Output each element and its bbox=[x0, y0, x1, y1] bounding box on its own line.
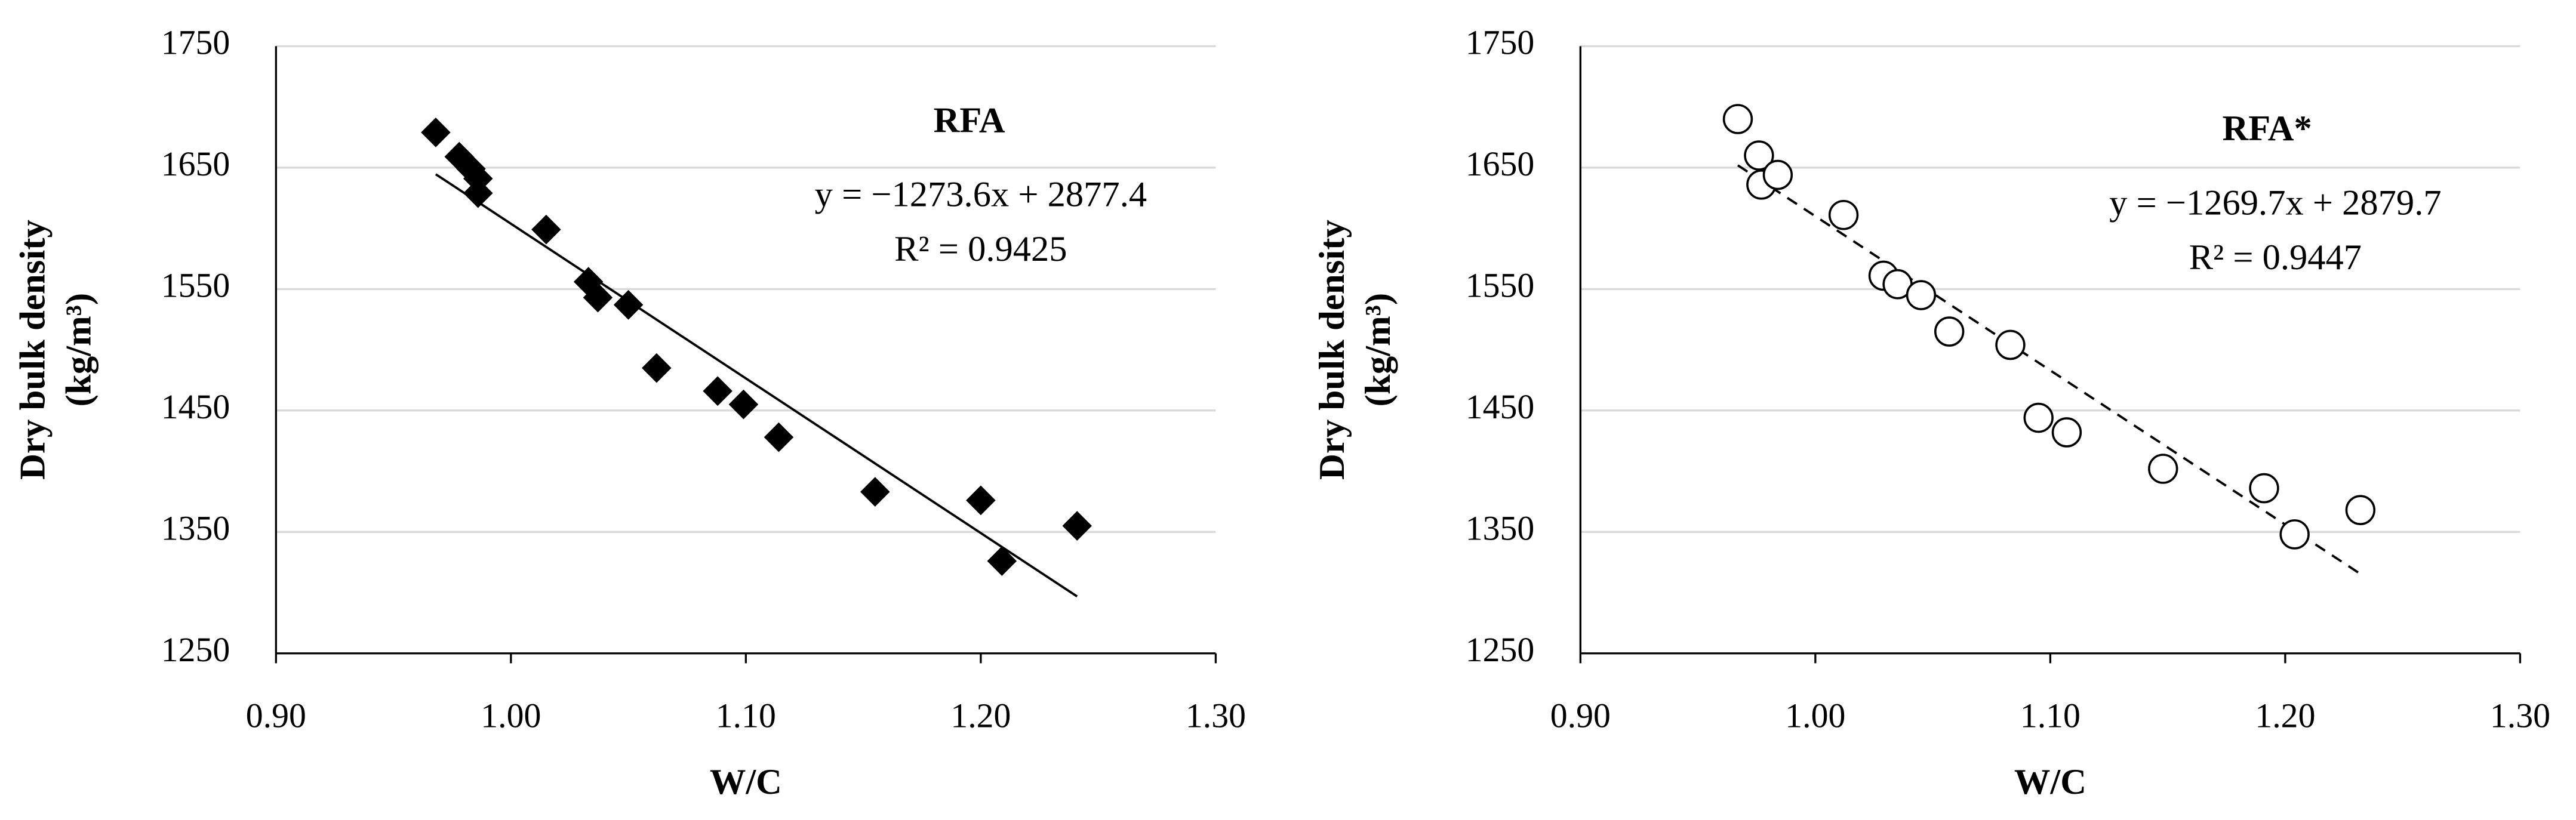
y-tick-label: 1450 bbox=[1466, 387, 1535, 426]
trend-equation: y = −1273.6x + 2877.4 bbox=[815, 175, 1147, 215]
point bbox=[1995, 329, 2026, 360]
point bbox=[1906, 280, 1937, 310]
point bbox=[728, 389, 759, 420]
point bbox=[1762, 159, 1793, 190]
x-tick-label: 1.20 bbox=[950, 696, 1011, 735]
trendline bbox=[435, 173, 1078, 598]
y-tick-label: 1350 bbox=[161, 509, 230, 548]
x-tick-label: 1.10 bbox=[2020, 696, 2081, 735]
y-tick-label: 1750 bbox=[161, 23, 230, 62]
x-tick-label: 1.30 bbox=[2490, 696, 2550, 735]
y-tick-label: 1650 bbox=[1466, 144, 1535, 183]
x-tick-label: 0.90 bbox=[246, 696, 306, 735]
point bbox=[1744, 140, 1774, 171]
point bbox=[421, 117, 451, 147]
point bbox=[2279, 519, 2310, 550]
point bbox=[966, 485, 996, 516]
point bbox=[1934, 316, 1965, 347]
y-tick-label: 1550 bbox=[1466, 266, 1535, 305]
x-tick-label: 1.20 bbox=[2255, 696, 2315, 735]
panel-title: RFA bbox=[934, 100, 1005, 140]
y-tick-label: 1250 bbox=[1466, 630, 1535, 669]
point bbox=[1062, 511, 1092, 541]
point bbox=[531, 214, 561, 245]
trend-equation: y = −1269.7x + 2879.7 bbox=[2109, 183, 2441, 223]
point bbox=[1722, 104, 1753, 134]
point bbox=[2345, 495, 2376, 525]
point bbox=[987, 546, 1017, 577]
x-tick-label: 1.10 bbox=[716, 696, 776, 735]
point bbox=[2023, 402, 2054, 433]
trend-r2: R² = 0.9447 bbox=[2189, 238, 2362, 278]
x-tick-label: 1.00 bbox=[1785, 696, 1845, 735]
point bbox=[764, 422, 794, 452]
y-tick-label: 1450 bbox=[161, 387, 230, 426]
x-tick-label: 1.00 bbox=[481, 696, 541, 735]
point bbox=[2148, 454, 2178, 484]
y-tick-label: 1550 bbox=[161, 266, 230, 305]
point bbox=[1828, 199, 1859, 230]
point bbox=[2051, 417, 2082, 448]
x-tick-label: 1.30 bbox=[1186, 696, 1246, 735]
y-tick-label: 1750 bbox=[1466, 23, 1535, 62]
point bbox=[860, 477, 890, 507]
y-axis-title: (kg/m³) bbox=[59, 293, 99, 407]
y-axis-title: Dry bulk density bbox=[1312, 220, 1352, 480]
point bbox=[2249, 473, 2279, 504]
y-tick-label: 1250 bbox=[161, 630, 230, 669]
y-axis-title: (kg/m³) bbox=[1358, 293, 1398, 407]
point bbox=[583, 282, 613, 313]
y-axis-title: Dry bulk density bbox=[13, 220, 53, 480]
x-axis-title: W/C bbox=[2014, 762, 2086, 802]
x-tick-label: 0.90 bbox=[1550, 696, 1611, 735]
point bbox=[642, 353, 672, 383]
x-axis-title: W/C bbox=[710, 762, 782, 802]
point bbox=[703, 376, 733, 406]
y-tick-label: 1350 bbox=[1466, 509, 1535, 548]
y-tick-label: 1650 bbox=[161, 144, 230, 183]
panel-title: RFA* bbox=[2223, 109, 2312, 149]
trendline bbox=[1737, 164, 2361, 575]
trend-r2: R² = 0.9425 bbox=[894, 229, 1067, 269]
